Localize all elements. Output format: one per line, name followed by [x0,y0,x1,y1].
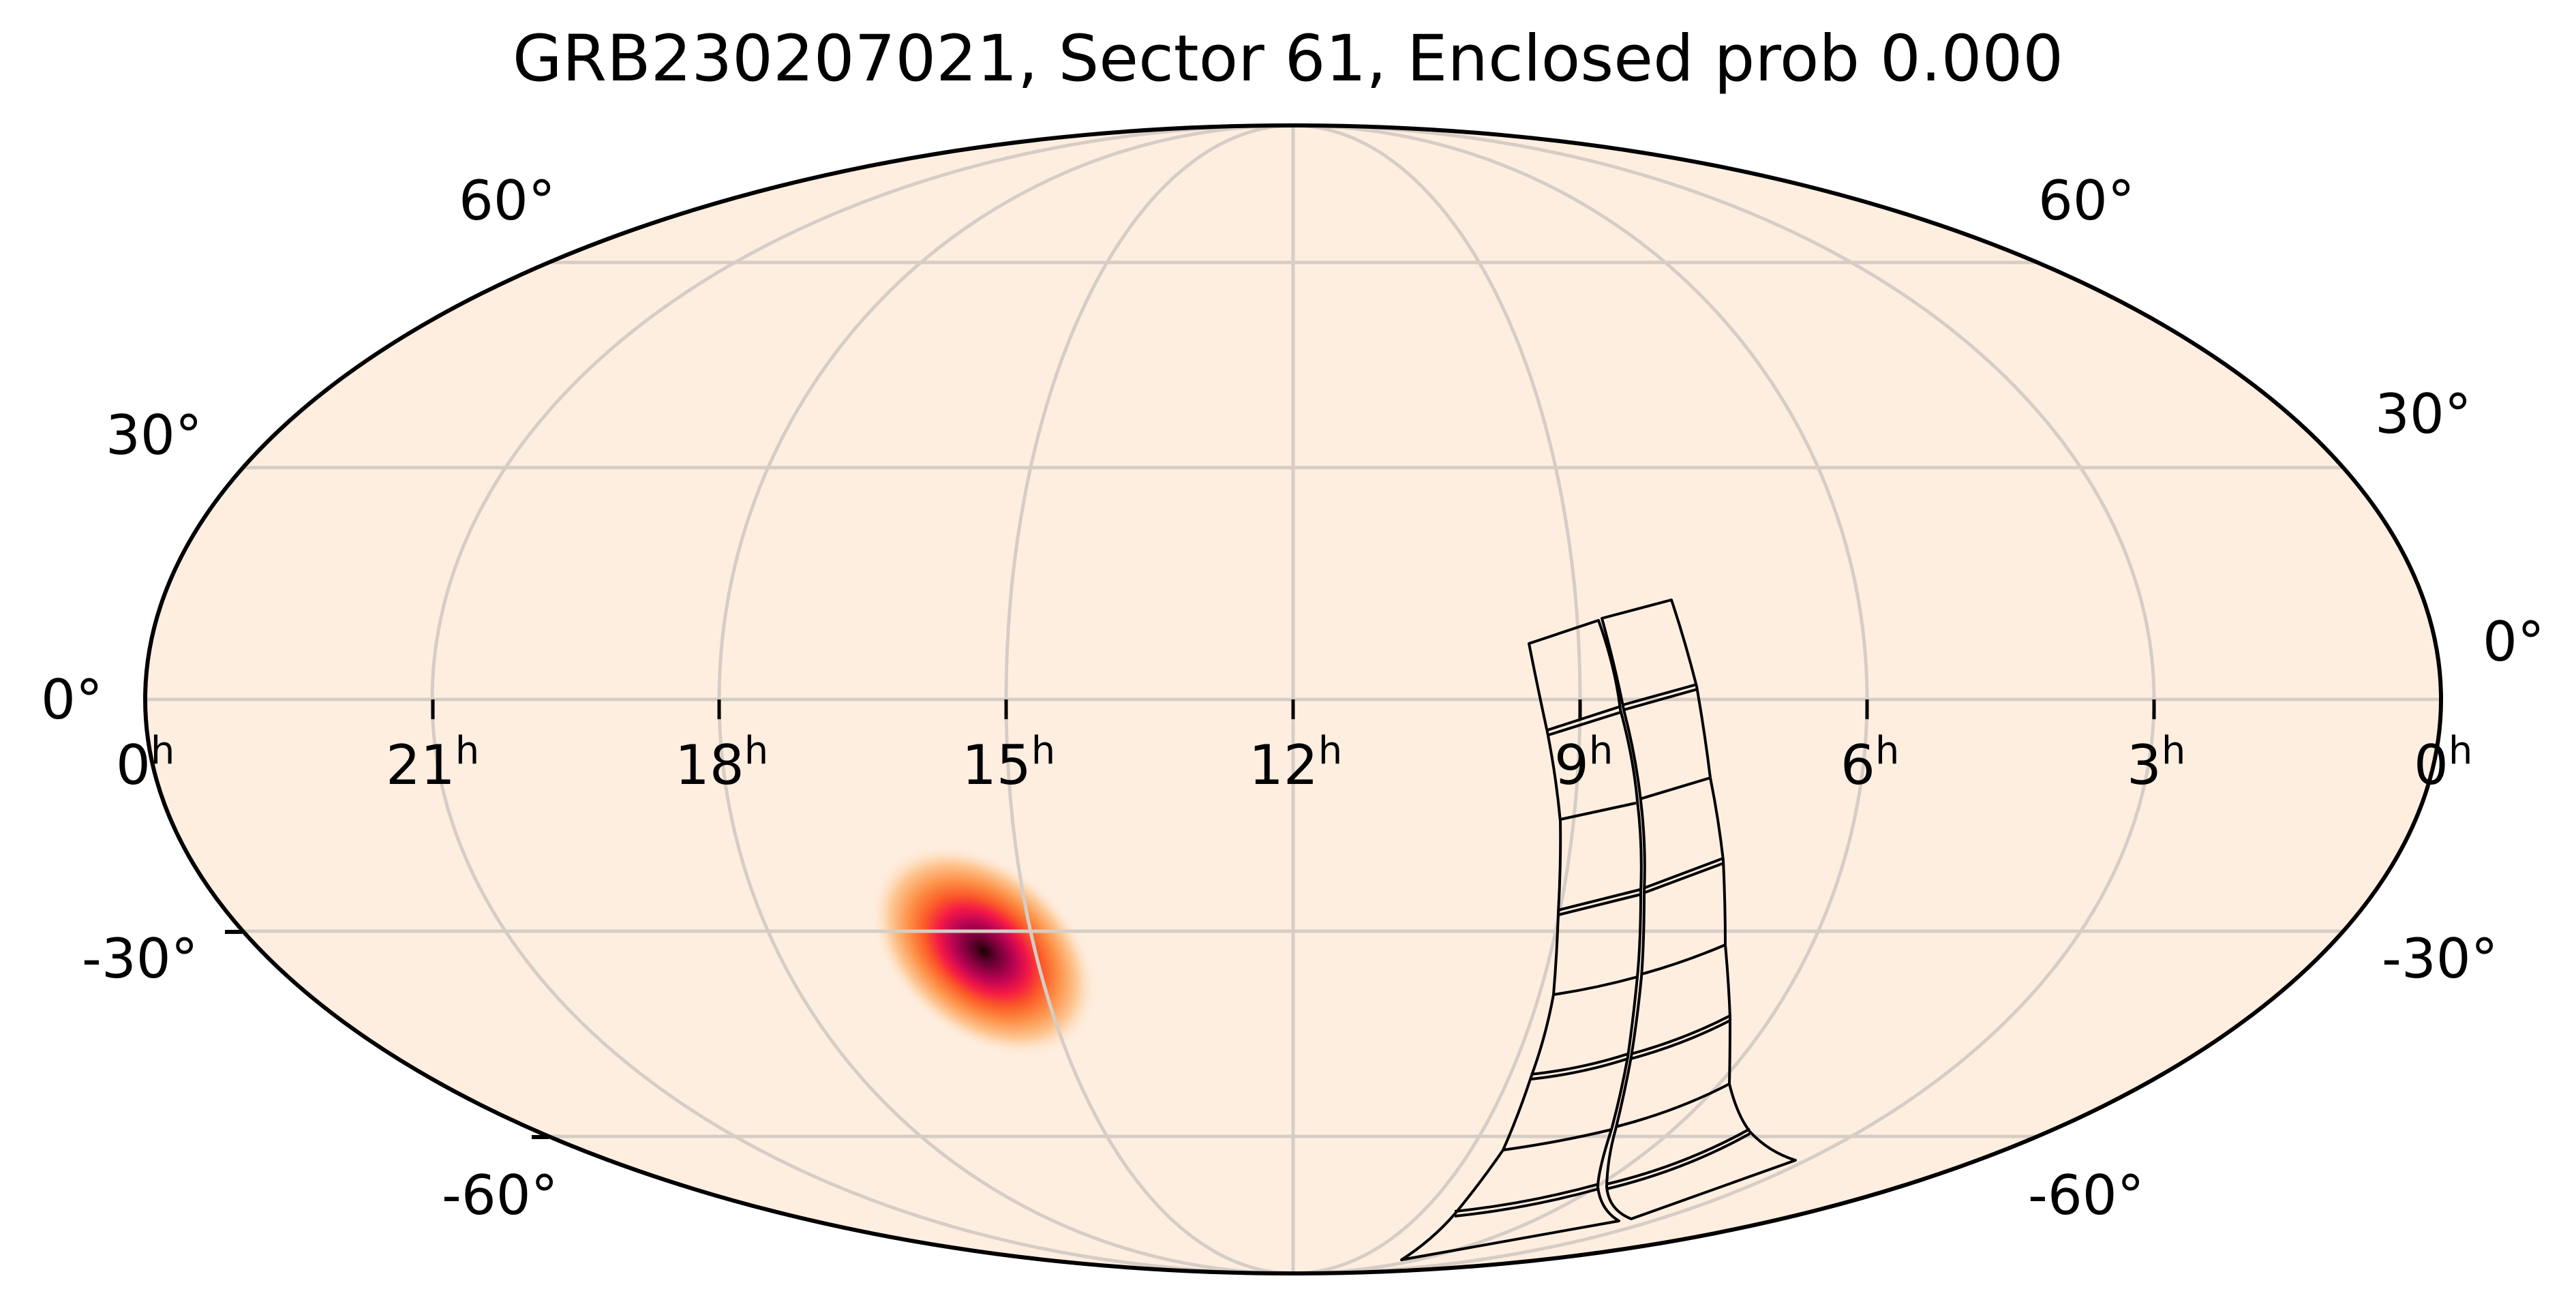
footprint-ccd-divider [1631,1014,1731,1060]
dec-label-right-0: 0° [2483,610,2545,674]
ra-label-12h: 12h [1249,729,1342,797]
dec-label-left-minus60: -60° [442,1164,558,1227]
ra-tick-marks [431,699,2156,719]
ra-label-6h: 6h [1840,729,1899,797]
footprint-ccd-divider [1553,976,1638,996]
dec-label-right-minus30: -30° [2382,927,2498,991]
ra-label-0h-right: 0h [2414,729,2472,797]
footprint-ccd-divider [1558,888,1641,916]
ra-label-15h: 15h [962,729,1055,797]
ra-label-21h: 21h [386,729,479,797]
footprint-ccd-divider [1547,706,1621,736]
ra-tick-labels: 0h 21h 18h 15h 12h 9h 6h 3h 0h [116,729,2472,797]
footprint-ccd-divider [1641,943,1726,976]
dec-tick-labels-left: 60° 30° 0° -30° -60° [41,169,558,1227]
tess-sector-footprint [1400,599,1797,1261]
dec-label-left-30: 30° [106,404,202,467]
footprint-ccd-divider [1606,1128,1751,1190]
footprint-camera-column-right [1601,599,1797,1220]
ra-label-3h: 3h [2127,729,2185,797]
chart-title: GRB230207021, Sector 61, Enclosed prob 0… [512,22,2064,96]
dec-label-right-60: 60° [2038,169,2135,232]
dec-tick-labels-right: 60° 30° 0° -30° -60° [2028,169,2545,1227]
footprint-ccd-divider [1643,857,1725,894]
ra-label-9h: 9h [1554,729,1613,797]
ra-label-18h: 18h [675,729,768,797]
dec-label-left-60: 60° [459,169,556,232]
ra-label-0h-left: 0h [116,729,175,797]
dec-label-right-minus60: -60° [2028,1164,2145,1227]
footprint-camera-column-left [1400,619,1643,1261]
footprint-ccd-divider [1615,1083,1730,1128]
dec-label-left-0: 0° [41,668,103,731]
footprint-ccd-divider [1454,1183,1599,1218]
footprint-ccd-divider [1502,1128,1612,1151]
footprint-ccd-divider [1622,683,1698,711]
dec-tick-marks [225,930,549,1139]
dec-label-right-30: 30° [2375,382,2472,446]
probability-region [869,844,1098,1058]
sky-frame [143,123,2443,1275]
footprint-ccd-divider [1530,1053,1628,1080]
dec-label-left-minus30: -30° [82,927,198,991]
footprint-ccd-divider [1560,802,1637,821]
footprint-ccd-divider [1639,776,1711,800]
